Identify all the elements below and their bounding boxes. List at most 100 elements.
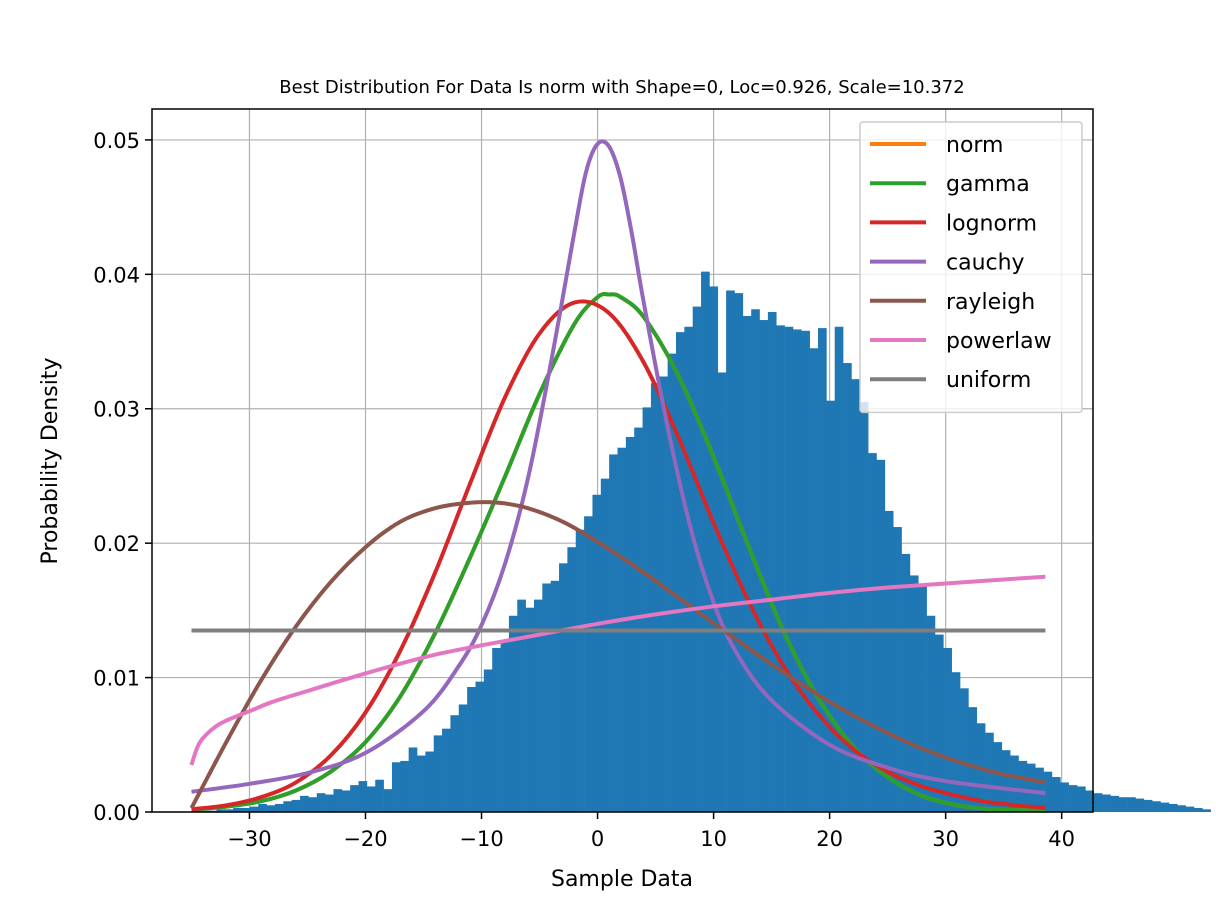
histogram-bar [784,326,794,812]
histogram-bar [675,332,685,812]
histogram-bar [625,436,635,812]
histogram-bar [584,516,593,812]
histogram-bar [726,290,735,812]
histogram-bar [918,586,927,812]
histogram-bar [909,575,919,812]
histogram-bar [734,293,744,812]
histogram-bar [801,330,810,812]
histogram-bar [1168,803,1178,812]
histogram-bar [876,459,886,812]
histogram-bar [884,510,894,812]
histogram-bar [1068,785,1078,812]
curve-rayleigh [189,500,1046,809]
histogram-bar [542,583,551,812]
legend-label-norm: norm [946,133,1004,158]
histogram-bar [350,785,359,812]
x-tick-label: −30 [227,827,271,851]
histogram-bar [684,326,693,812]
histogram-bar [300,795,309,812]
y-axis-ticks: 0.00 0.01 0.02 0.03 0.04 0.05 [93,129,152,825]
histogram-bar [1110,795,1120,812]
legend: norm gamma lognorm cauchy rayleigh powerlaw un… [859,121,1083,414]
histogram-bar [383,789,393,812]
histogram-bar [450,715,460,812]
histogram-bar [559,563,568,812]
histogram-bar [1202,809,1211,812]
histogram-bar [742,316,752,812]
histogram-bar [1185,806,1195,812]
histogram-bar [868,453,877,812]
histogram-bar [467,686,476,812]
histogram-bar [274,803,284,812]
legend-label-lognorm: lognorm [946,211,1037,236]
histogram-bar [993,742,1003,812]
histogram-bar [592,494,602,812]
histogram-bar [843,363,852,812]
histogram-bar [258,803,267,812]
histogram-bar [1035,767,1044,812]
histogram-bar [1143,799,1153,812]
x-axis-label: Sample Data [551,867,693,892]
y-tick-label: 0.02 [93,532,140,556]
histogram-bar [1152,801,1161,812]
histogram-bar [216,809,226,812]
x-tick-label: −10 [459,827,503,851]
histogram-bar [508,615,518,812]
y-tick-label: 0.05 [93,129,140,153]
histogram-bar [859,402,869,812]
histogram-bar [1193,807,1203,812]
histogram-bar [550,580,560,812]
histogram-bar [692,306,702,812]
y-axis-label: Probability Density [38,358,63,565]
x-tick-label: −20 [343,827,387,851]
histogram-bar [291,799,301,812]
x-tick-label: 40 [1048,827,1075,851]
curve-lognorm [191,299,1046,812]
y-tick-label: 0.04 [93,263,140,287]
histogram-bar [659,376,668,812]
histogram-bar [1043,771,1053,812]
histogram-bar [500,639,510,812]
histogram-bar [1135,798,1145,812]
histogram-bar [525,607,535,812]
histogram-bar [826,400,836,812]
histogram-bar [1085,790,1094,812]
histogram-bar [567,547,577,812]
histogram-bar [717,372,727,812]
histogram-bar [333,789,343,812]
curve-cauchy [191,139,1046,796]
histogram-bar [483,669,493,812]
histogram-bar [325,794,334,812]
histogram-bar [968,707,978,812]
histogram-bar [818,328,827,812]
histogram-bar [1102,794,1111,812]
histogram-bar [341,790,351,812]
histogram-bar [1093,793,1103,812]
histogram-bar [1001,750,1011,812]
histogram-bar [400,760,409,812]
histogram-bar [492,648,501,812]
histogram-bar [575,529,585,812]
histogram-bar [425,751,435,812]
plot-frame [151,108,1094,813]
y-tick-label: 0.03 [93,398,140,422]
histogram-bar [458,704,468,812]
x-tick-label: 10 [700,827,727,851]
histogram-bar [893,527,902,812]
histogram-bar [960,688,969,812]
x-axis-ticks: −30 −20 −10 0 10 20 30 40 [227,812,1075,851]
histogram-bar [776,325,785,812]
histogram-bar [1018,760,1028,812]
histogram-bar [609,454,618,812]
legend-label-gamma: gamma [946,172,1030,197]
histogram-bar [926,615,936,812]
y-tick-label: 0.01 [93,667,140,691]
histogram-bar [308,797,318,812]
legend-label-cauchy: cauchy [946,251,1025,276]
histogram-bar [375,779,384,812]
histogram-bar [650,383,660,812]
histogram-bar [709,286,719,813]
histogram-bar [634,427,643,812]
histogram-bar [316,793,326,812]
